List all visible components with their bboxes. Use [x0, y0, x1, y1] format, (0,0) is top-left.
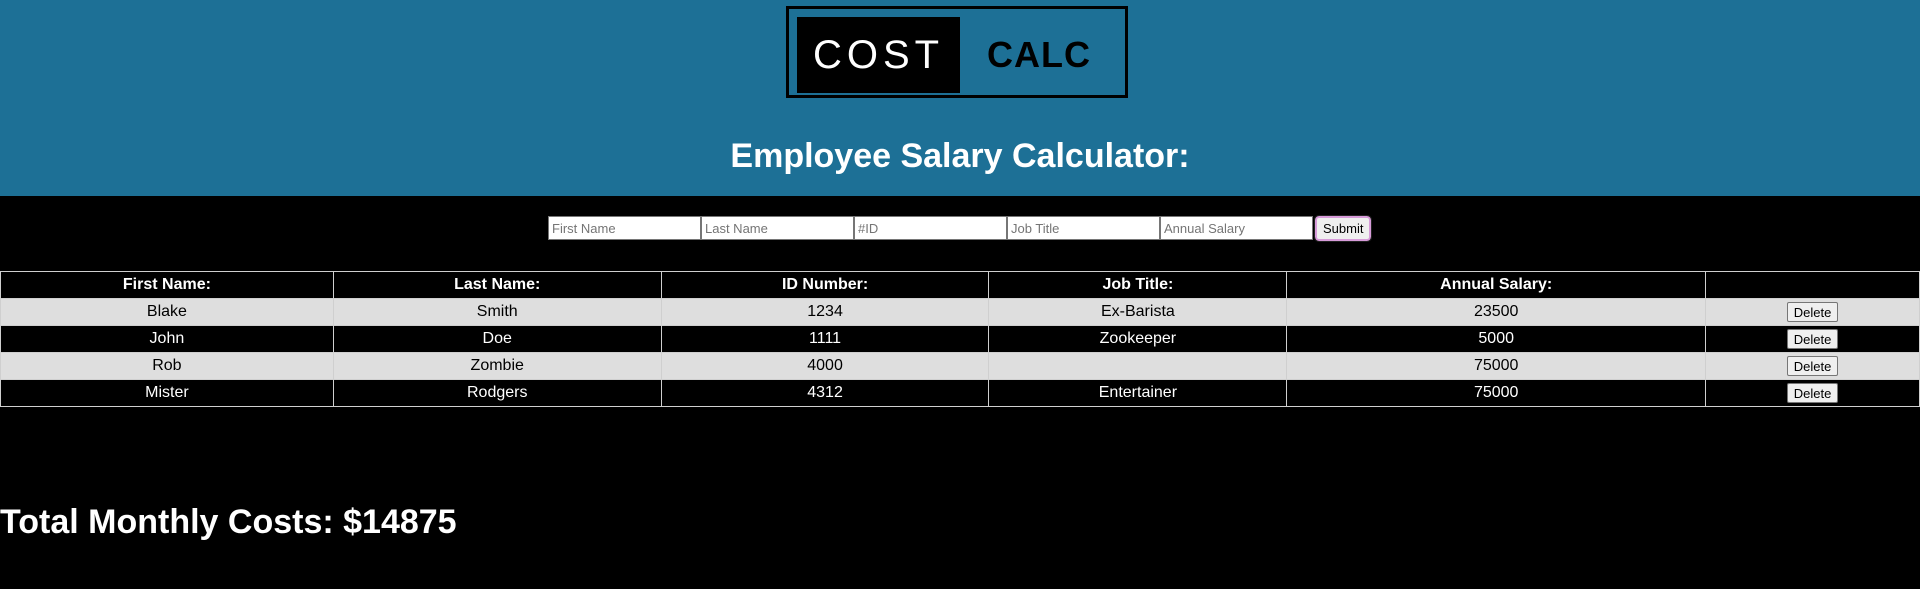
employee-table: First Name: Last Name: ID Number: Job Ti…	[0, 271, 1920, 407]
id-input[interactable]	[854, 216, 1007, 240]
header-annual-salary: Annual Salary:	[1286, 271, 1707, 299]
cell-id-number: 4000	[660, 352, 990, 380]
logo: COST CALC	[786, 6, 1128, 98]
header-id-number: ID Number:	[660, 271, 990, 299]
header-job-title: Job Title:	[988, 271, 1288, 299]
cell-first-name: Blake	[0, 298, 334, 326]
cell-job-title	[988, 352, 1288, 380]
cell-first-name: Rob	[0, 352, 334, 380]
cell-last-name: Smith	[332, 298, 662, 326]
submit-button[interactable]: Submit	[1313, 214, 1373, 242]
cell-id-number: 1234	[660, 298, 990, 326]
cell-job-title: Entertainer	[988, 379, 1288, 407]
job-title-input[interactable]	[1007, 216, 1160, 240]
cell-first-name: Mister	[0, 379, 334, 407]
cell-last-name: Doe	[332, 325, 662, 353]
table-row: Blake Smith 1234 Ex-Barista 23500 Delete	[0, 298, 1920, 326]
first-name-input[interactable]	[548, 216, 701, 240]
cell-job-title: Ex-Barista	[988, 298, 1288, 326]
last-name-input[interactable]	[701, 216, 854, 240]
cell-annual-salary: 5000	[1286, 325, 1707, 353]
delete-button[interactable]: Delete	[1786, 302, 1839, 322]
table-header-row: First Name: Last Name: ID Number: Job Ti…	[0, 271, 1920, 299]
total-monthly-costs: Total Monthly Costs: $14875	[0, 503, 457, 541]
cell-actions: Delete	[1705, 298, 1920, 326]
table-row: Rob Zombie 4000 75000 Delete	[0, 352, 1920, 380]
header-actions	[1705, 271, 1920, 299]
cell-actions: Delete	[1705, 325, 1920, 353]
delete-button[interactable]: Delete	[1786, 356, 1839, 376]
annual-salary-input[interactable]	[1160, 216, 1313, 240]
delete-button[interactable]: Delete	[1786, 383, 1839, 403]
cell-annual-salary: 23500	[1286, 298, 1707, 326]
cell-job-title: Zookeeper	[988, 325, 1288, 353]
table-row: Mister Rodgers 4312 Entertainer 75000 De…	[0, 379, 1920, 407]
cell-annual-salary: 75000	[1286, 352, 1707, 380]
cell-actions: Delete	[1705, 352, 1920, 380]
delete-button[interactable]: Delete	[1786, 329, 1839, 349]
logo-cost-text: COST	[797, 17, 960, 93]
table-row: John Doe 1111 Zookeeper 5000 Delete	[0, 325, 1920, 353]
cell-actions: Delete	[1705, 379, 1920, 407]
cell-first-name: John	[0, 325, 334, 353]
cell-last-name: Zombie	[332, 352, 662, 380]
employee-form: Submit	[548, 214, 1373, 242]
header: COST CALC Employee Salary Calculator:	[0, 0, 1920, 196]
logo-calc-text: CALC	[987, 34, 1091, 75]
header-first-name: First Name:	[0, 271, 334, 299]
cell-id-number: 4312	[660, 379, 990, 407]
header-last-name: Last Name:	[332, 271, 662, 299]
page-title: Employee Salary Calculator:	[730, 137, 1190, 175]
cell-last-name: Rodgers	[332, 379, 662, 407]
cell-id-number: 1111	[660, 325, 990, 353]
cell-annual-salary: 75000	[1286, 379, 1707, 407]
